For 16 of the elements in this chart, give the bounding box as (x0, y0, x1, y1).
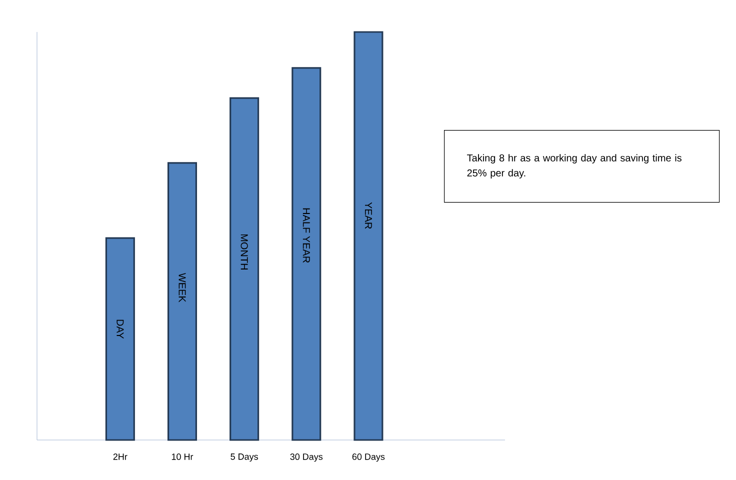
x-tick-label: 60 Days (352, 454, 385, 462)
bar (167, 162, 198, 441)
x-tick-label: 10 Hr (172, 454, 194, 460)
annotation: YEAR (365, 202, 372, 229)
annotation: WEEK (178, 272, 186, 302)
bar (292, 67, 322, 441)
bar (230, 97, 260, 441)
annotation: MONTH (240, 234, 248, 270)
text: Taking 8 hr as a working day and saving time is 25% per day. (467, 154, 682, 178)
annotation: DAY (116, 320, 124, 339)
x-tick-label: 2Hr (113, 454, 128, 460)
x-tick-label: 30 Days (290, 454, 323, 462)
bar (105, 237, 135, 441)
bar (354, 31, 384, 441)
x-tick-label: 5 Days (230, 454, 258, 462)
annotation: HALF YEAR (302, 208, 310, 263)
